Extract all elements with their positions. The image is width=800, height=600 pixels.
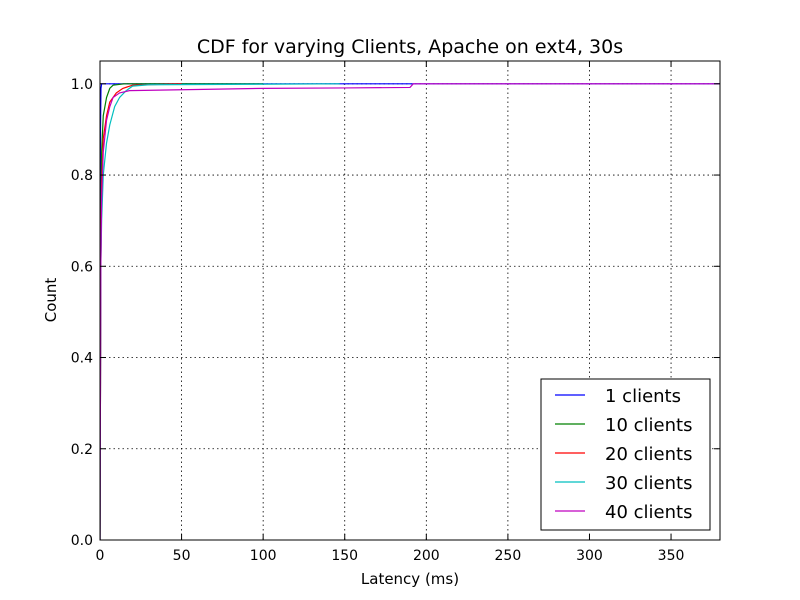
y-tick-label: 1.0	[71, 77, 93, 93]
legend-box	[540, 378, 711, 531]
y-tick-label: 0.2	[71, 442, 93, 458]
chart-title: CDF for varying Clients, Apache on ext4,…	[197, 36, 623, 58]
x-tick-label: 0	[96, 548, 105, 564]
y-tick-label: 0.0	[71, 533, 93, 549]
x-axis-label: Latency (ms)	[361, 570, 459, 588]
y-tick-label: 0.6	[71, 259, 93, 275]
legend-label: 10 clients	[605, 415, 692, 436]
x-tick-label: 50	[173, 548, 191, 564]
x-tick-label: 200	[413, 548, 440, 564]
y-tick-label: 0.8	[71, 168, 93, 184]
legend-label: 30 clients	[605, 473, 692, 494]
x-tick-label: 350	[658, 548, 685, 564]
axis-ticks: 0 50 100 150 200 250 300 350 0.0 0.2 0.4 0.6 0.8 1.0	[71, 61, 720, 564]
legend: 1 clients 10 clients 20 clients 30 clients 4…	[540, 378, 711, 531]
x-tick-label: 300	[576, 548, 603, 564]
legend-label: 20 clients	[605, 444, 692, 465]
legend-label: 40 clients	[605, 502, 692, 523]
grid	[100, 61, 720, 540]
series-line	[100, 83, 720, 540]
legend-label: 1 clients	[605, 386, 681, 407]
x-tick-label: 100	[250, 548, 277, 564]
x-tick-label: 150	[331, 548, 358, 564]
x-tick-label: 250	[495, 548, 522, 564]
plot-area-frame	[99, 60, 721, 541]
y-axis-label: Count	[42, 278, 60, 323]
y-tick-label: 0.4	[71, 351, 93, 367]
